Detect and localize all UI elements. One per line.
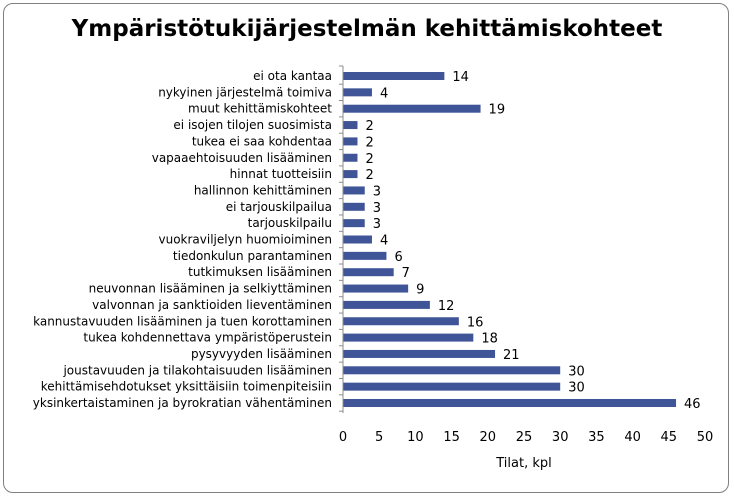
data-label: 4 — [380, 86, 388, 101]
x-tick-label: 20 — [480, 430, 497, 445]
x-tick-label: 5 — [375, 430, 383, 445]
category-label: muut kehittämiskohteet — [188, 102, 332, 116]
x-tick-label: 35 — [588, 430, 605, 445]
bar — [343, 72, 445, 80]
category-label: pysyvyyden lisääminen — [191, 347, 332, 361]
data-label: 9 — [416, 283, 424, 298]
x-tick-label: 0 — [339, 430, 347, 445]
bar — [343, 153, 358, 162]
data-label: 2 — [365, 135, 373, 150]
data-label: 14 — [452, 70, 469, 85]
data-label: 2 — [365, 168, 373, 183]
bar — [343, 317, 459, 326]
category-label: tukea kohdennettava ympäristöperustein — [83, 331, 332, 345]
bar — [343, 88, 372, 97]
chart-title: Ympäristötukijärjestelmän kehittämiskoht… — [71, 16, 663, 42]
data-label: 21 — [503, 348, 520, 363]
x-tick-label: 30 — [552, 430, 569, 445]
category-label: joustavuuden ja tilakohtaisuuden lisäämi… — [62, 363, 332, 377]
category-label: nykyinen järjestelmä toimiva — [158, 85, 332, 99]
data-label: 3 — [373, 201, 381, 216]
category-label: tarjouskilpailu — [248, 216, 332, 230]
bar — [343, 349, 496, 358]
category-label: tiedonkulun parantaminen — [173, 249, 332, 263]
x-tick-label: 25 — [516, 430, 533, 445]
bar — [343, 186, 365, 195]
bar — [343, 251, 387, 260]
category-label: tukea ei saa kohdentaa — [192, 134, 332, 148]
data-label: 7 — [402, 266, 410, 281]
bar — [343, 235, 372, 244]
category-label: ei ota kantaa — [253, 69, 332, 83]
data-label: 30 — [568, 364, 585, 379]
bar — [343, 219, 365, 228]
category-label: ei tarjouskilpailua — [226, 200, 332, 214]
category-label: ei isojen tilojen suosimista — [173, 118, 332, 132]
bar — [343, 202, 365, 211]
bar — [343, 137, 358, 146]
data-label: 3 — [373, 184, 381, 199]
category-label: yksinkertaistaminen ja byrokratian vähen… — [33, 396, 332, 410]
data-label: 30 — [568, 381, 585, 396]
bar — [343, 121, 358, 130]
bar — [343, 268, 394, 277]
data-label: 12 — [438, 299, 455, 314]
x-tick-label: 40 — [624, 430, 641, 445]
bar — [343, 382, 561, 391]
category-label: hallinnon kehittäminen — [194, 183, 332, 197]
bar — [343, 300, 430, 309]
data-label: 3 — [373, 217, 381, 232]
category-label: valvonnan ja sanktioiden lieventäminen — [92, 298, 332, 312]
data-label: 4 — [380, 234, 388, 249]
data-label: 46 — [684, 397, 701, 412]
data-label: 16 — [467, 315, 484, 330]
x-tick-label: 45 — [661, 430, 678, 445]
bar — [343, 333, 474, 342]
bar — [343, 366, 561, 375]
bar — [343, 104, 481, 113]
x-tick-label: 50 — [697, 430, 714, 445]
bar — [343, 284, 409, 293]
category-label: neuvonnan lisääminen ja selkiyttäminen — [89, 282, 332, 296]
bar — [343, 399, 677, 407]
category-label: vapaaehtoisuuden lisääminen — [152, 151, 332, 165]
data-label: 6 — [394, 250, 402, 265]
x-tick-label: 10 — [407, 430, 424, 445]
category-label: kehittämisehdotukset yksittäisiin toimen… — [41, 380, 332, 394]
data-label: 18 — [481, 332, 498, 347]
category-label: kannustavuuden lisääminen ja tuen korott… — [33, 314, 332, 328]
x-tick-label: 15 — [443, 430, 460, 445]
bar — [343, 170, 358, 179]
category-label: vuokraviljelyn huomioiminen — [159, 233, 333, 247]
chart-frame — [3, 3, 729, 493]
data-label: 2 — [365, 152, 373, 167]
category-label: hinnat tuotteisiin — [230, 167, 332, 181]
data-label: 19 — [489, 103, 506, 118]
data-label: 2 — [365, 119, 373, 134]
category-label: tutkimuksen lisääminen — [188, 265, 332, 279]
x-axis-label: Tilat, kpl — [495, 456, 552, 471]
